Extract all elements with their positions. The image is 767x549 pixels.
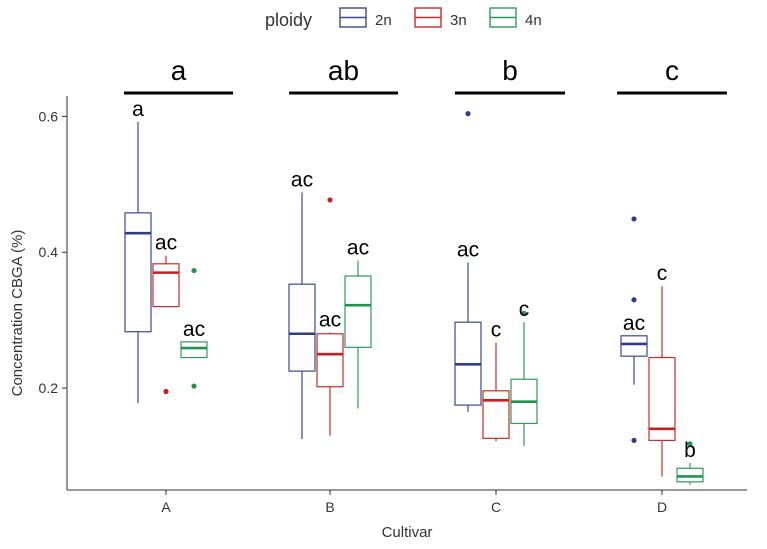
box-letter: ac (183, 318, 205, 341)
group-significance: a ab b c (124, 55, 727, 95)
box-B-4n (344, 260, 372, 409)
box-B-2n (288, 192, 316, 440)
box-A-2n (124, 121, 152, 404)
legend-label: 4n (525, 12, 542, 29)
box-letter: ac (457, 238, 479, 261)
box-letter: ac (623, 312, 645, 335)
legend-label: 3n (450, 12, 467, 29)
x-tick-label: A (161, 499, 171, 515)
y-tick-label: 0.2 (39, 380, 59, 396)
box-B-3n (316, 197, 344, 436)
box-C-3n (482, 342, 510, 442)
box-D-4n (676, 441, 704, 485)
box-iqr (180, 341, 208, 359)
y-tick-label: 0.6 (39, 108, 59, 124)
y-ticks: 0.2 0.4 0.6 (39, 108, 67, 396)
legend-entry-3n: 3n (414, 7, 467, 29)
box-letter: ac (319, 308, 341, 331)
x-tick-label: C (491, 499, 501, 515)
legend-entries: 2n 3n 4n (339, 7, 542, 29)
outlier-point (327, 197, 333, 203)
box-D-2n (620, 216, 648, 444)
box-D-3n (648, 286, 676, 477)
outlier-point (163, 388, 169, 395)
outlier-point (465, 111, 471, 117)
box-C-4n (510, 310, 538, 446)
legend-title: ploidy (265, 10, 312, 30)
box-letter: ac (347, 236, 369, 259)
x-ticks: A B C D (161, 490, 667, 515)
box-A-3n (152, 255, 180, 395)
outlier-point (687, 441, 693, 447)
box-A-4n (180, 267, 208, 389)
x-tick-label: B (325, 499, 334, 515)
group-letter: c (665, 55, 679, 86)
box-letter: b (684, 439, 696, 462)
box-iqr (152, 263, 180, 308)
outlier-point (631, 437, 637, 444)
box-letter: ac (155, 232, 177, 255)
x-axis-title: Cultivar (382, 524, 433, 541)
boxes (124, 111, 704, 485)
group-letter: ab (328, 55, 359, 86)
y-tick-label: 0.4 (39, 244, 59, 260)
box-iqr (316, 333, 344, 388)
box-letter: c (657, 262, 668, 285)
legend-entry-2n: 2n (339, 7, 392, 29)
box-iqr (288, 283, 316, 372)
box-letter: c (491, 319, 502, 342)
box-iqr (648, 356, 676, 442)
outlier-point (521, 310, 527, 316)
x-tick-label: D (657, 499, 667, 515)
group-letter: b (502, 55, 518, 86)
box-iqr (620, 335, 648, 357)
group-letter: a (171, 55, 187, 86)
outlier-point (631, 297, 637, 303)
legend: ploidy 2n 3n 4n (265, 7, 542, 30)
legend-entry-4n: 4n (489, 7, 542, 29)
outlier-point (631, 216, 637, 222)
box-C-2n (454, 111, 482, 412)
box-letter: a (132, 98, 144, 121)
box-iqr (344, 275, 372, 348)
box-iqr (124, 212, 152, 333)
box-iqr (482, 390, 510, 439)
legend-label: 2n (375, 12, 392, 29)
outlier-point (191, 267, 197, 274)
box-iqr (676, 467, 704, 483)
box-letter: c (519, 298, 530, 321)
box-letter: ac (291, 168, 313, 191)
outlier-point (191, 383, 197, 389)
y-axis-title: Concentration CBGA (%) (9, 230, 26, 397)
